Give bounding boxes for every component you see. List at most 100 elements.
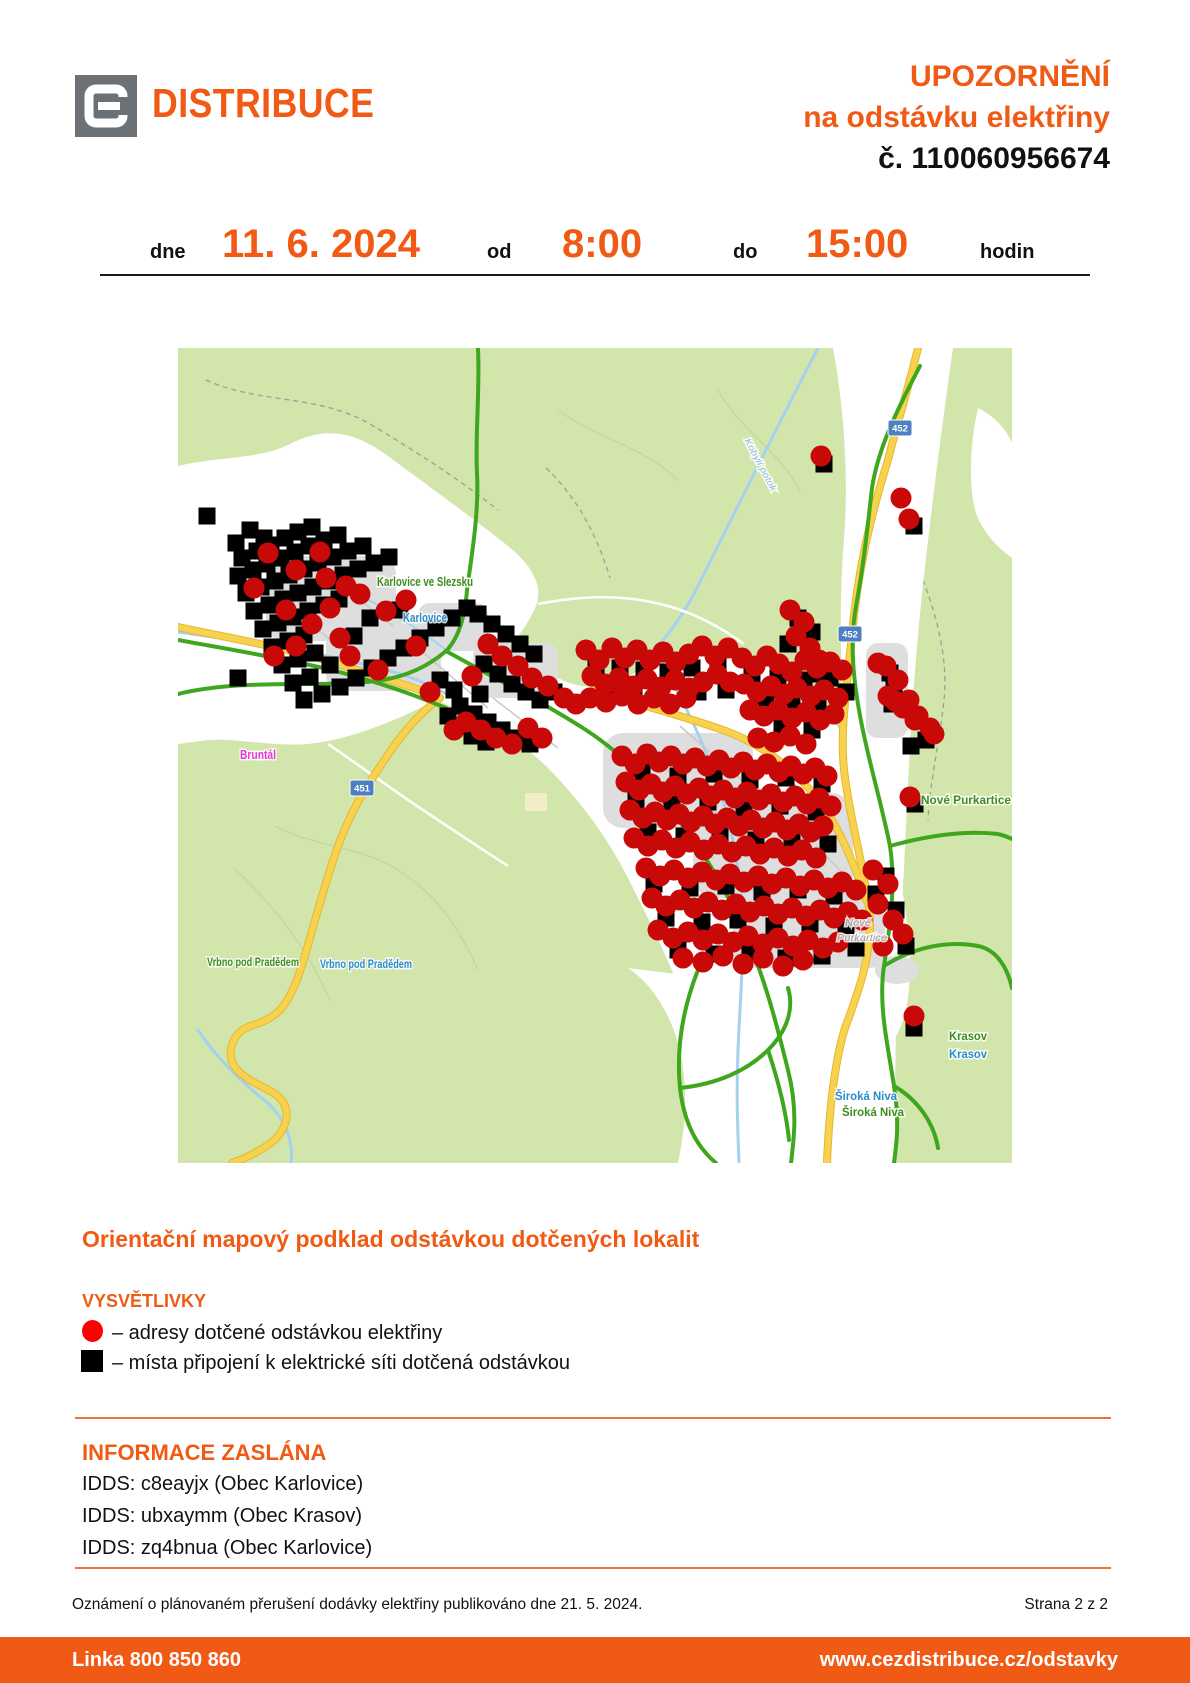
affected-address-marker (779, 725, 801, 747)
affected-address-marker (461, 665, 483, 687)
affected-address-marker (899, 786, 921, 808)
road-shield-number: 451 (354, 784, 371, 795)
connection-point-marker (244, 561, 262, 579)
connection-point-marker (471, 685, 489, 703)
legend-black-square-icon (81, 1350, 103, 1372)
road-shield (837, 625, 863, 643)
connection-point-marker (511, 635, 529, 653)
affected-address-marker (611, 685, 633, 707)
connection-point-marker (503, 675, 521, 693)
notice-title: UPOZORNĚNÍ na odstávku elektřiny č. 1100… (803, 56, 1110, 179)
affected-address-marker (285, 635, 307, 657)
connection-point-marker (443, 609, 461, 627)
hotline-phone: Linka 800 850 860 (72, 1649, 242, 1671)
connection-point-marker (295, 691, 313, 709)
schedule-underline (100, 274, 1090, 276)
idds-line-1: IDDS: c8eayjx (Obec Karlovice) (82, 1473, 364, 1495)
connection-point-marker (260, 596, 278, 614)
connection-point-marker (475, 655, 493, 673)
idds-line-3: IDDS: zq4bnua (Obec Karlovice) (82, 1537, 373, 1559)
affected-address-marker (903, 1005, 925, 1027)
connection-point-marker (289, 584, 307, 602)
page-number: Strana 2 z 2 (1024, 1596, 1108, 1613)
connection-point-marker (284, 674, 302, 692)
place-label: Široká Niva (835, 1088, 897, 1103)
affected-address-marker (763, 731, 785, 753)
affected-address-marker (643, 687, 665, 709)
affected-address-marker (319, 597, 341, 619)
connection-point-marker (313, 685, 331, 703)
connection-point-marker (380, 548, 398, 566)
outage-map: 452 452 451 Karlovice ve Slezsku Karlovice B… (178, 348, 1012, 1163)
connection-point-marker (198, 507, 216, 525)
notice-title-line1: UPOZORNĚNÍ (909, 60, 1110, 93)
from-time: 8:00 (562, 222, 643, 266)
connection-point-marker (289, 523, 307, 541)
place-label: Vrbno pod Pradědem (207, 955, 299, 969)
connection-point-marker (361, 609, 379, 627)
connection-point-marker (469, 605, 487, 623)
connection-point-marker (489, 665, 507, 683)
notice-title-line2: na odstávku elektřiny (803, 101, 1110, 134)
connection-point-marker (329, 526, 347, 544)
affected-address-marker (812, 815, 834, 837)
affected-address-marker (747, 727, 769, 749)
to-label: do (733, 241, 758, 263)
affected-address-marker (816, 765, 838, 787)
affected-address-marker (285, 559, 307, 581)
map-caption: Orientační mapový podklad odstávkou dotč… (82, 1226, 700, 1252)
connection-point-marker (847, 939, 865, 957)
affected-address-marker (820, 795, 842, 817)
brand-name: DISTRIBUCE (152, 79, 375, 126)
place-label: Krasov (949, 1047, 987, 1061)
place-label: Purkartice (837, 933, 887, 944)
legend-item-connections: – místa připojení k elektrické síti dotč… (112, 1352, 571, 1374)
footer-bar: Linka 800 850 860 www.cezdistribuce.cz/o… (0, 1637, 1190, 1683)
landmark-area (525, 793, 547, 811)
affected-address-marker (827, 931, 849, 953)
affected-address-marker (367, 659, 389, 681)
connection-point-marker (347, 669, 365, 687)
connection-point-marker (902, 737, 920, 755)
affected-address-marker (772, 955, 794, 977)
affected-address-marker (507, 655, 529, 677)
divider-line-top (75, 1417, 1111, 1419)
connection-point-marker (254, 620, 272, 638)
connection-point-marker (349, 560, 367, 578)
affected-address-marker (419, 681, 441, 703)
affected-address-marker (627, 693, 649, 715)
connection-point-marker (331, 678, 349, 696)
affected-address-marker (923, 723, 945, 745)
affected-address-marker (904, 709, 926, 731)
affected-address-marker (808, 649, 830, 671)
affected-address-marker (315, 567, 337, 589)
road-number-shields: 452 452 451 (349, 419, 913, 797)
affected-address-marker (579, 687, 601, 709)
road-shield-number: 452 (892, 424, 908, 435)
affected-address-marker (712, 945, 734, 967)
affected-address-marker (872, 935, 894, 957)
road-shield-number: 452 (842, 630, 858, 641)
place-label: Vrbno pod Pradědem (320, 957, 412, 971)
affected-address-marker (349, 583, 371, 605)
affected-address-marker (477, 633, 499, 655)
affected-address-marker (890, 487, 912, 509)
place-label: Krasov (949, 1029, 987, 1043)
outages-url[interactable]: www.cezdistribuce.cz/odstavky (819, 1649, 1118, 1671)
affected-address-marker (672, 947, 694, 969)
connection-point-marker (321, 656, 339, 674)
connection-point-marker (497, 625, 515, 643)
affected-address-marker (275, 599, 297, 621)
place-label: Nové (845, 918, 871, 929)
connection-point-marker (365, 554, 383, 572)
affected-address-marker (405, 635, 427, 657)
affected-address-marker (659, 693, 681, 715)
affected-address-marker (491, 645, 513, 667)
affected-address-marker (537, 675, 559, 697)
affected-address-marker (862, 859, 884, 881)
connection-point-marker (229, 567, 247, 585)
connection-point-marker (286, 543, 304, 561)
connection-point-marker (266, 572, 284, 590)
affected-address-marker (521, 667, 543, 689)
